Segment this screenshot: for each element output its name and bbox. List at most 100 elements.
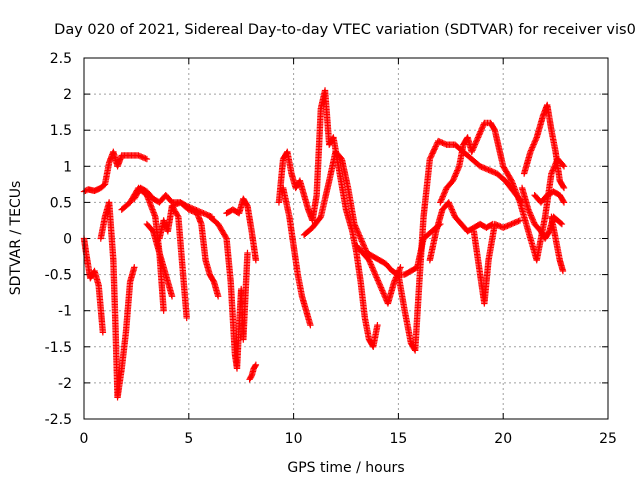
data-point-run (468, 155, 483, 169)
data-point-run (246, 373, 255, 383)
data-point-run (426, 229, 439, 264)
data-point-run (179, 264, 190, 320)
data-point-run (525, 206, 538, 226)
data-point-run (279, 184, 293, 219)
data-point-run (162, 271, 175, 299)
series-track-i (206, 213, 251, 372)
data-point-run (143, 188, 156, 201)
data-point (560, 199, 568, 206)
data-point-run (493, 170, 508, 183)
data-point-run (508, 217, 522, 228)
data-point-run (353, 242, 365, 255)
data-point-run (298, 293, 309, 313)
data-point-run (248, 228, 259, 262)
y-tick-label: -1 (58, 304, 72, 320)
series-track-v (520, 101, 568, 192)
data-point (252, 256, 260, 264)
data-point-run (240, 251, 251, 343)
data-point-run (508, 177, 523, 205)
data-point-run (476, 163, 491, 173)
data-point-run (105, 199, 117, 262)
data-point (559, 267, 567, 275)
data-point-run (353, 249, 364, 284)
series-track-a (80, 148, 151, 195)
data-point-run (326, 150, 339, 184)
data-point-run (131, 186, 144, 202)
data-point-run (321, 87, 333, 147)
data-point-run (401, 307, 414, 345)
data-point-run (300, 191, 312, 212)
data-point-run (376, 256, 388, 267)
data-point-run (363, 249, 376, 260)
data-point-run (300, 225, 315, 239)
data-point-run (286, 213, 297, 248)
data-point-run (449, 164, 462, 184)
x-axis-label: GPS time / hours (287, 460, 404, 476)
data-point-run (384, 280, 397, 307)
data-point-run (395, 271, 408, 313)
data-point-run (122, 280, 134, 336)
data-point (560, 184, 568, 192)
data-point-run (191, 206, 206, 216)
data-point-run (527, 135, 540, 156)
data-point (168, 293, 176, 300)
series-track-d (118, 184, 167, 314)
data-point-run (344, 184, 358, 226)
data-point-run (468, 135, 481, 156)
data-point-run (162, 191, 175, 205)
series-track-k (246, 361, 260, 383)
series-track-o (353, 242, 404, 307)
y-tick-label: -0.5 (45, 268, 72, 284)
y-tick-label: -2 (58, 376, 72, 392)
data-point-run (432, 207, 446, 235)
x-tick-label: 20 (494, 431, 512, 447)
data-point-run (485, 166, 499, 177)
data-point-run (214, 220, 229, 241)
series-track-h (168, 199, 222, 300)
data-point-run (185, 206, 199, 216)
plot-frame (83, 57, 609, 420)
series-track-x (548, 213, 567, 275)
data-point-run (97, 215, 108, 242)
y-axis-label: SDTVAR / TECUs (8, 181, 24, 296)
data-point-run (317, 179, 333, 221)
data-point (214, 293, 222, 300)
data-point-run (401, 268, 413, 278)
data-point-run (556, 177, 567, 190)
data-point-run (500, 221, 514, 231)
data-point (183, 314, 190, 322)
data-point-run (302, 307, 314, 327)
series-track-g (156, 202, 190, 322)
data-point-run (342, 206, 356, 234)
data-point (131, 264, 138, 271)
data-point-run (294, 271, 305, 298)
data-point-run (143, 220, 156, 234)
data-point-run (351, 220, 364, 241)
data-point-run (126, 265, 138, 286)
data-point-run (435, 137, 449, 148)
data-point (558, 220, 566, 228)
data-point-run (332, 148, 344, 162)
x-axis-ticks: 0 5 10 15 20 25 (80, 58, 617, 447)
series-track-m (279, 184, 314, 329)
data-point-run (420, 157, 433, 221)
data-point-run (250, 362, 259, 372)
y-tick-label: 1 (63, 159, 72, 175)
data-point (244, 249, 251, 257)
grid-lines (84, 58, 608, 419)
y-axis-ticks: -2.5 -2 -1.5 -1 -0.5 0 0.5 1 1.5 2 2.5 (45, 51, 608, 428)
series-track-c (97, 199, 138, 401)
data-point-run (240, 195, 250, 209)
data-point-run (336, 170, 349, 212)
y-tick-label: 1.5 (50, 123, 72, 139)
data-point-run (481, 258, 492, 307)
data-point-run (110, 256, 119, 327)
data-point-run (533, 114, 546, 141)
data-point-run (177, 199, 191, 212)
data-point-run (426, 139, 441, 163)
data-point-run (202, 256, 213, 277)
data-point (252, 361, 260, 369)
data-point-run (223, 235, 234, 284)
data-point-run (520, 150, 534, 177)
data-point-run (474, 121, 487, 141)
